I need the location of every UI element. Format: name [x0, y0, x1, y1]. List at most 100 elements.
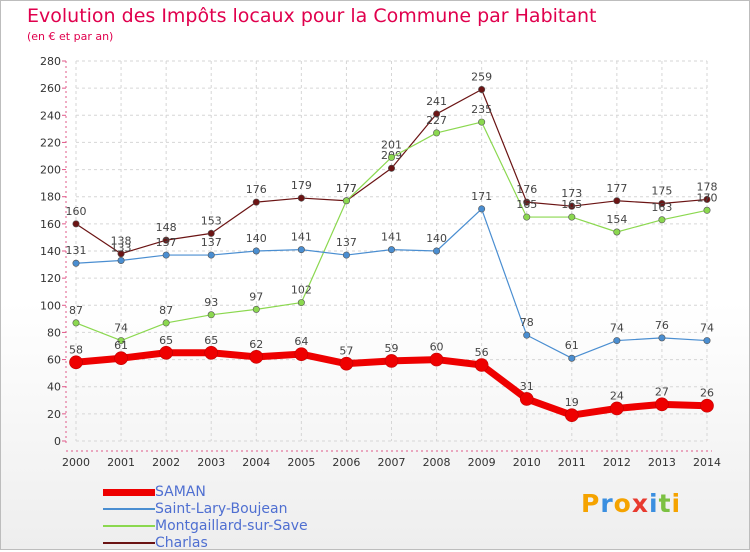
data-label-montgaillard-sur-save: 227 — [426, 114, 447, 127]
x-tick-label: 2005 — [287, 456, 315, 469]
y-tick-label: 80 — [47, 326, 61, 339]
data-point-charlas — [252, 198, 260, 206]
brand-letter: r — [600, 489, 614, 518]
data-point-charlas — [387, 164, 395, 172]
brand-letter: i — [649, 489, 659, 518]
data-label-montgaillard-sur-save: 163 — [651, 201, 672, 214]
data-point-montgaillard-sur-save — [478, 118, 486, 126]
legend-label-saint-lary-boujean: Saint-Lary-Boujean — [155, 501, 288, 517]
data-label-saman: 65 — [159, 334, 173, 347]
data-label-saint-lary-boujean: 74 — [700, 322, 714, 335]
data-label-saman: 57 — [339, 345, 353, 358]
data-point-saman — [114, 351, 128, 366]
data-point-saman — [610, 401, 624, 416]
x-tick-label: 2011 — [558, 456, 586, 469]
data-label-saint-lary-boujean: 141 — [291, 231, 312, 244]
data-point-charlas — [478, 86, 486, 94]
x-tick-label: 2003 — [197, 456, 225, 469]
data-point-saint-lary-boujean — [162, 251, 170, 259]
legend-label-montgaillard-sur-save: Montgaillard-sur-Save — [155, 518, 308, 534]
y-tick-label: 220 — [40, 136, 61, 149]
x-tick-label: 2001 — [107, 456, 135, 469]
x-tick-label: 2000 — [62, 456, 90, 469]
data-label-saint-lary-boujean: 76 — [655, 319, 669, 332]
y-tick-label: 160 — [40, 218, 61, 231]
legend-label-charlas: Charlas — [155, 535, 208, 551]
proxiti-logo: Proxiti — [581, 489, 681, 518]
data-label-saint-lary-boujean: 78 — [520, 316, 534, 329]
data-point-saint-lary-boujean — [297, 246, 305, 254]
data-label-saint-lary-boujean: 133 — [111, 242, 132, 255]
data-label-charlas: 160 — [66, 205, 87, 218]
data-point-montgaillard-sur-save — [613, 228, 621, 236]
data-point-saint-lary-boujean — [117, 256, 125, 264]
data-point-montgaillard-sur-save — [658, 216, 666, 224]
data-label-saman: 26 — [700, 387, 714, 400]
legend-swatch-saman — [103, 489, 155, 496]
data-label-saman: 27 — [655, 385, 669, 398]
data-point-saman — [655, 397, 669, 412]
data-label-charlas: 241 — [426, 95, 447, 108]
data-label-saman: 58 — [69, 343, 83, 356]
x-tick-label: 2012 — [603, 456, 631, 469]
data-point-saint-lary-boujean — [72, 259, 80, 267]
data-label-charlas: 176 — [516, 183, 537, 196]
data-label-charlas: 148 — [156, 221, 177, 234]
data-label-charlas: 173 — [561, 187, 582, 200]
data-label-saint-lary-boujean: 137 — [336, 236, 357, 249]
x-tick-label: 2007 — [378, 456, 406, 469]
y-tick-label: 180 — [40, 191, 61, 204]
data-label-saman: 65 — [204, 334, 218, 347]
data-label-charlas: 177 — [336, 182, 357, 195]
y-tick-label: 100 — [40, 299, 61, 312]
data-point-saman — [69, 355, 83, 370]
data-point-charlas — [613, 197, 621, 205]
data-label-charlas: 178 — [697, 180, 718, 193]
data-point-montgaillard-sur-save — [162, 319, 170, 327]
data-label-saint-lary-boujean: 131 — [66, 244, 87, 257]
data-point-saman — [519, 392, 534, 406]
data-label-saman: 59 — [385, 342, 399, 355]
data-label-montgaillard-sur-save: 87 — [69, 304, 83, 317]
data-point-saint-lary-boujean — [342, 251, 350, 259]
data-point-saint-lary-boujean — [478, 205, 486, 213]
y-tick-label: 260 — [40, 82, 61, 95]
y-tick-label: 40 — [47, 381, 61, 394]
data-label-montgaillard-sur-save: 177 — [336, 182, 357, 195]
data-label-saint-lary-boujean: 141 — [381, 231, 402, 244]
data-label-montgaillard-sur-save: 74 — [114, 322, 128, 335]
data-point-montgaillard-sur-save — [433, 129, 441, 137]
y-tick-label: 60 — [47, 354, 61, 367]
y-tick-label: 0 — [54, 435, 61, 448]
data-label-montgaillard-sur-save: 102 — [291, 284, 312, 297]
data-label-saint-lary-boujean: 137 — [201, 236, 222, 249]
data-point-montgaillard-sur-save — [342, 197, 350, 205]
chart-subtitle: (en € et par an) — [27, 30, 114, 43]
data-label-montgaillard-sur-save: 170 — [697, 191, 718, 204]
data-label-saint-lary-boujean: 171 — [471, 190, 492, 203]
data-point-montgaillard-sur-save — [72, 319, 80, 327]
data-label-charlas: 177 — [606, 182, 627, 195]
data-label-saint-lary-boujean: 140 — [426, 232, 447, 245]
data-point-montgaillard-sur-save — [387, 153, 395, 161]
x-tick-label: 2008 — [423, 456, 451, 469]
data-label-saint-lary-boujean: 137 — [156, 236, 177, 249]
data-point-saman — [474, 358, 489, 372]
data-point-montgaillard-sur-save — [568, 213, 576, 221]
legend-swatch-charlas — [103, 542, 155, 544]
data-point-saint-lary-boujean — [613, 337, 621, 345]
y-tick-label: 240 — [40, 109, 61, 122]
data-point-saman — [700, 398, 714, 413]
data-label-montgaillard-sur-save: 165 — [561, 198, 582, 211]
data-label-charlas: 176 — [246, 183, 267, 196]
data-point-saman — [294, 347, 309, 361]
data-point-saint-lary-boujean — [252, 247, 260, 255]
chart-title: Evolution des Impôts locaux pour la Comm… — [27, 5, 597, 27]
data-point-charlas — [207, 229, 215, 237]
legend-swatch-montgaillard-sur-save — [103, 525, 155, 527]
data-label-saman: 56 — [475, 346, 489, 359]
data-label-saman: 19 — [565, 396, 579, 409]
legend-label-saman: SAMAN — [155, 484, 206, 500]
